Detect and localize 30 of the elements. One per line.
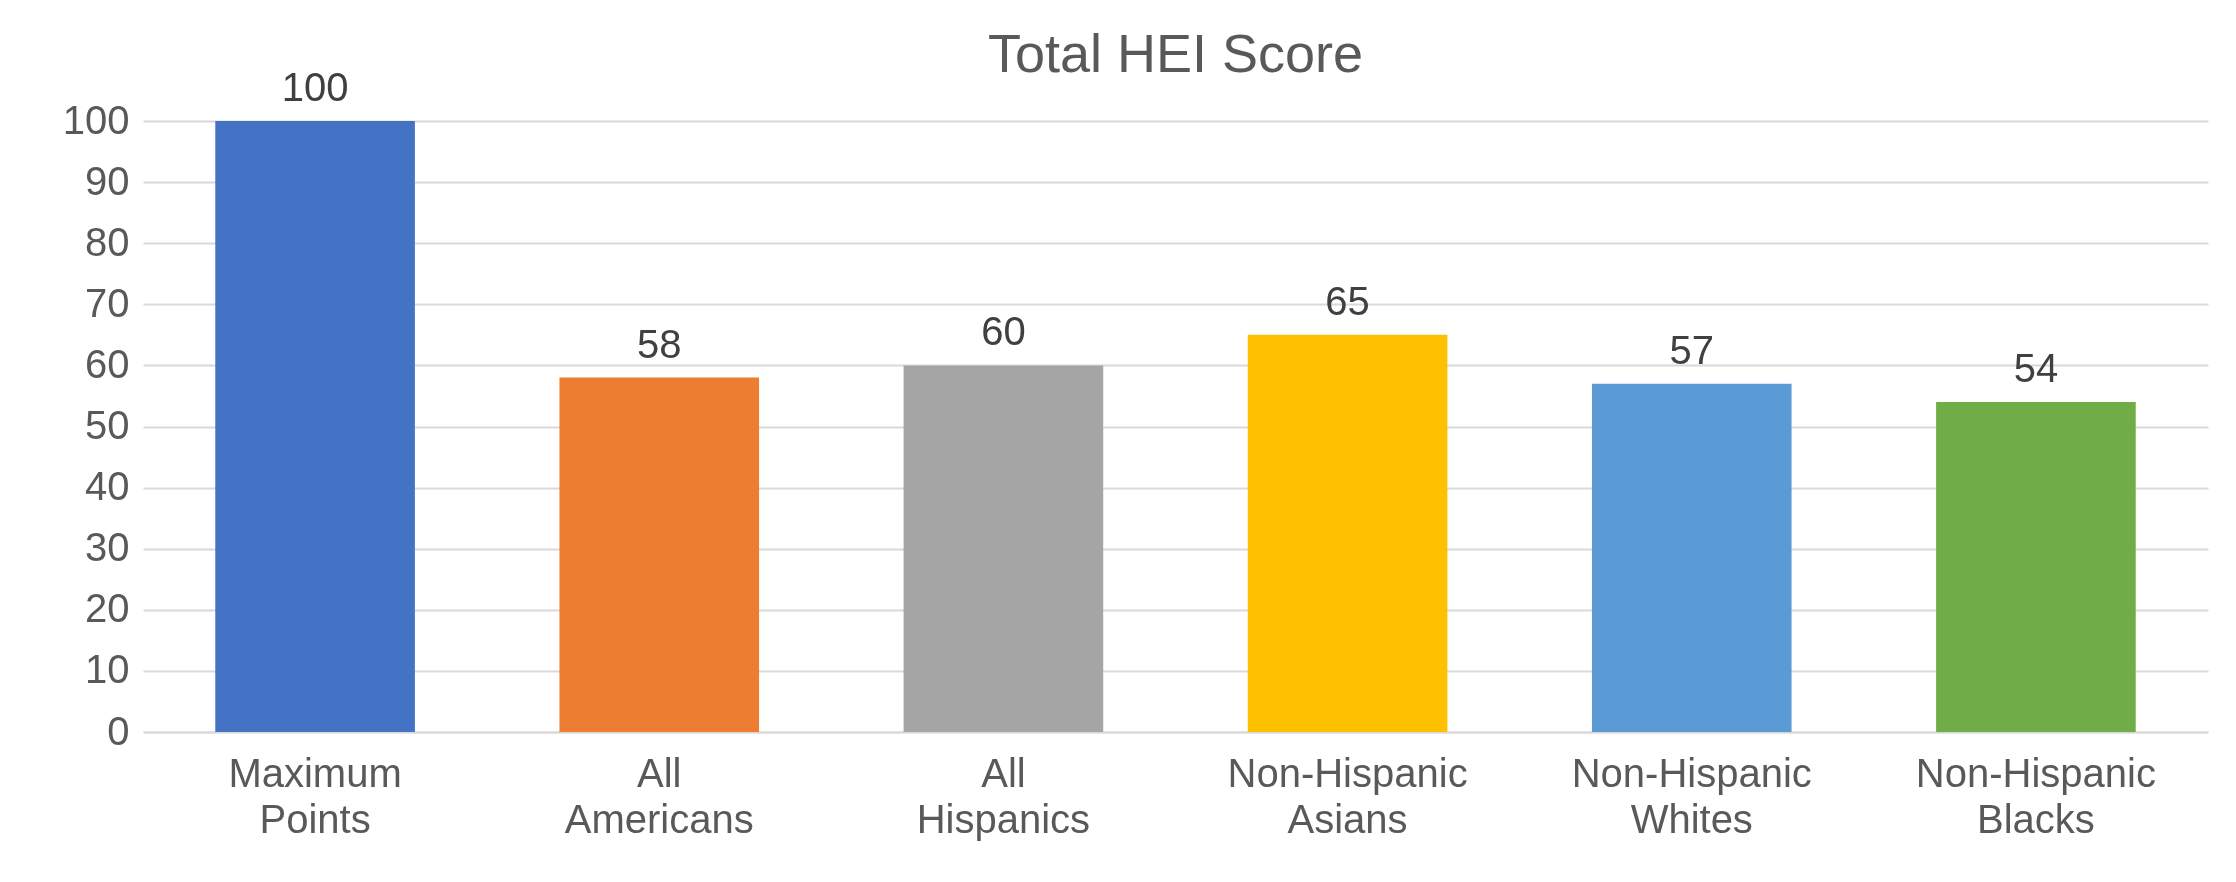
data-label: 58	[637, 321, 682, 366]
chart-title: Total HEI Score	[987, 23, 1364, 83]
y-tick-label: 80	[85, 219, 130, 264]
data-label: 54	[2013, 346, 2059, 391]
x-tick-label: All Americans	[564, 750, 754, 841]
data-label: 100	[281, 65, 349, 109]
y-tick-label: 10	[85, 647, 130, 692]
y-tick-label: 50	[85, 403, 130, 447]
bar	[1591, 383, 1792, 732]
x-tick-label: Non-Hispanic Blacks	[1915, 750, 2156, 841]
bar	[1936, 402, 2136, 732]
y-tick-label: 60	[85, 341, 130, 386]
y-tick-label: 100	[62, 97, 130, 142]
y-tick-label: 30	[85, 525, 130, 570]
x-tick-label: Non-Hispanic Asians	[1227, 750, 1468, 841]
data-label: 57	[1669, 327, 1714, 372]
bar	[903, 365, 1104, 732]
x-tick-label: Non-Hispanic Whites	[1571, 750, 1812, 841]
data-label: 60	[981, 309, 1026, 354]
y-tick-label: 70	[85, 280, 130, 325]
x-tick-label: Maximum Points	[228, 750, 402, 841]
bar	[1247, 334, 1448, 732]
y-tick-label: 40	[85, 464, 130, 509]
y-tick-label: 0	[107, 708, 130, 753]
bar	[215, 121, 415, 732]
x-tick-label: All Hispanics	[916, 750, 1091, 841]
bar	[559, 377, 760, 732]
data-label: 65	[1325, 278, 1370, 323]
y-tick-label: 90	[85, 158, 130, 203]
y-tick-label: 20	[85, 586, 130, 631]
